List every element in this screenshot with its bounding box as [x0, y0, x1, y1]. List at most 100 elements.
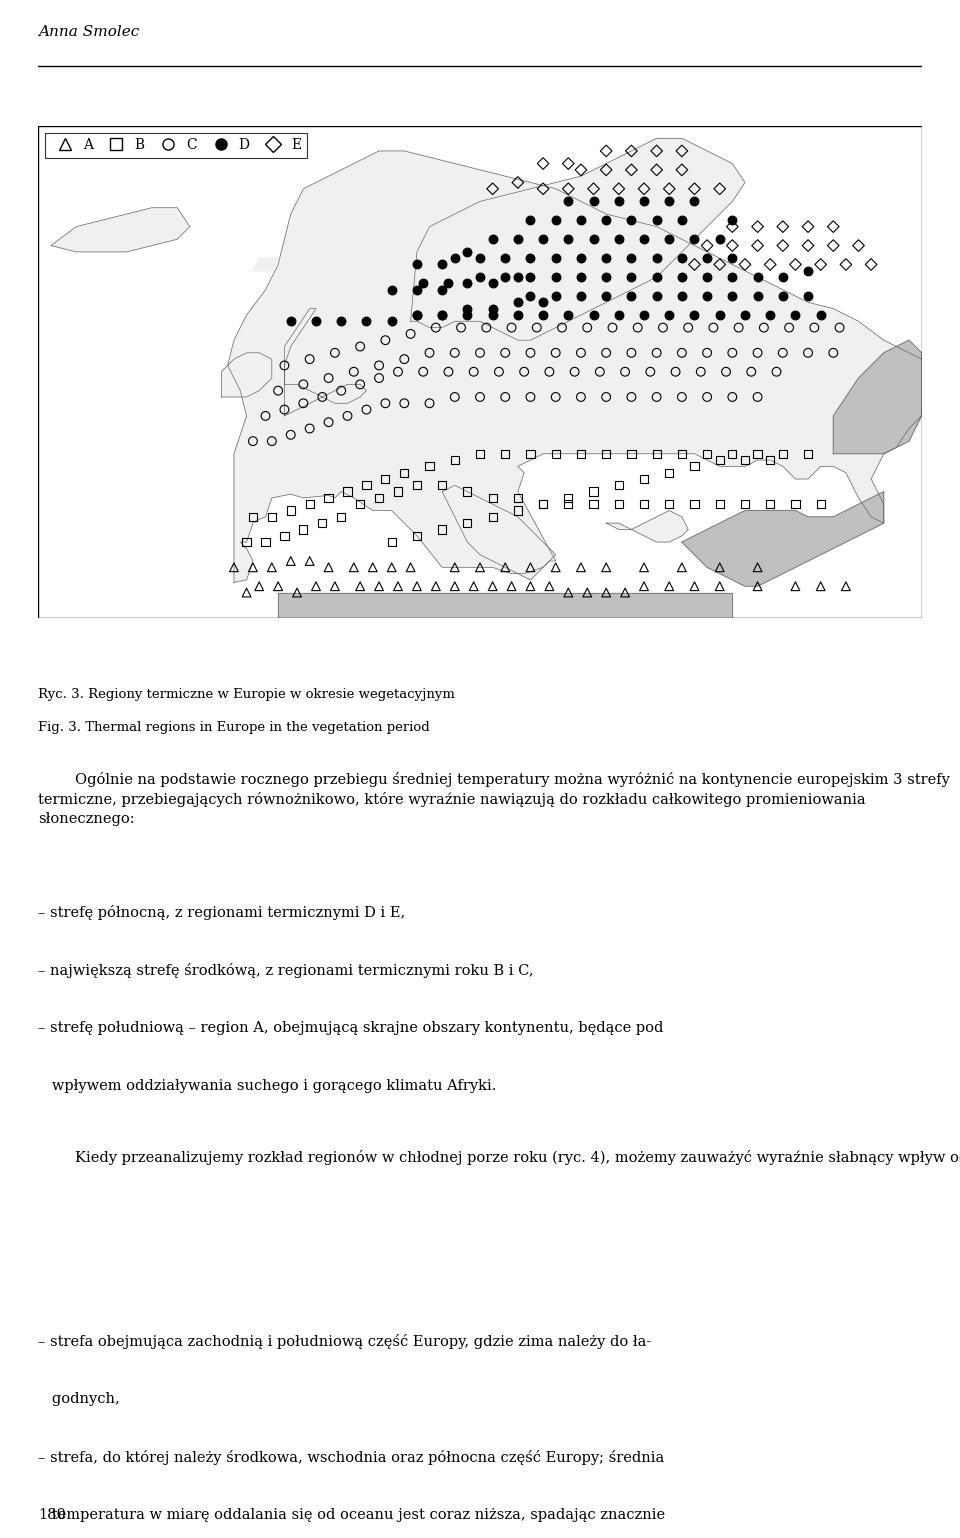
Point: [624, 246, 639, 271]
Point: [347, 555, 362, 580]
Point: [409, 252, 424, 277]
Point: [409, 523, 424, 548]
Point: [725, 246, 740, 271]
Point: [333, 504, 348, 529]
Point: [536, 228, 551, 252]
Point: [460, 297, 475, 321]
Point: [485, 297, 500, 321]
Point: [536, 492, 551, 517]
Point: [586, 177, 601, 201]
Point: [573, 340, 588, 365]
Point: [769, 360, 784, 384]
Point: [762, 252, 778, 277]
Point: [561, 228, 576, 252]
Point: [598, 265, 613, 289]
Polygon shape: [284, 309, 367, 415]
Point: [712, 303, 728, 328]
Point: [447, 384, 463, 409]
Point: [447, 574, 463, 598]
Point: [674, 208, 689, 232]
Point: [485, 177, 500, 201]
Point: [762, 303, 778, 328]
Point: [485, 486, 500, 511]
Point: [718, 360, 733, 384]
Point: [674, 157, 689, 181]
Point: [428, 574, 444, 598]
Point: [801, 258, 816, 283]
Point: [661, 303, 677, 328]
Point: [781, 315, 797, 340]
Point: [630, 315, 645, 340]
Point: [806, 315, 822, 340]
Point: [598, 138, 613, 163]
Point: [289, 580, 304, 604]
Polygon shape: [682, 492, 884, 586]
Point: [693, 360, 708, 384]
Point: [435, 277, 450, 301]
Point: [296, 391, 311, 415]
Point: [548, 283, 564, 308]
Point: [674, 246, 689, 271]
Point: [712, 574, 728, 598]
Point: [497, 246, 513, 271]
Point: [384, 277, 399, 301]
Text: Anna Smolec: Anna Smolec: [38, 25, 139, 40]
Point: [302, 492, 318, 517]
Point: [649, 138, 664, 163]
Point: [788, 303, 804, 328]
Point: [636, 574, 652, 598]
Point: [523, 246, 539, 271]
Point: [649, 208, 664, 232]
Polygon shape: [443, 486, 556, 580]
Point: [725, 340, 740, 365]
Point: [737, 492, 753, 517]
Point: [460, 480, 475, 504]
Point: [762, 492, 778, 517]
Point: [580, 580, 595, 604]
Point: [661, 492, 677, 517]
Text: wpływem oddziaływania suchego i gorącego klimatu Afryki.: wpływem oddziaływania suchego i gorącego…: [38, 1080, 496, 1094]
Point: [649, 384, 664, 409]
Point: [700, 340, 715, 365]
Point: [636, 189, 652, 214]
Point: [321, 486, 336, 511]
Point: [573, 157, 588, 181]
Point: [813, 252, 828, 277]
Point: [504, 574, 519, 598]
Point: [252, 574, 267, 598]
Point: [258, 529, 274, 554]
Point: [725, 283, 740, 308]
Point: [661, 189, 677, 214]
Point: [472, 441, 488, 466]
Point: [788, 252, 804, 277]
Point: [497, 265, 513, 289]
Point: [409, 277, 424, 301]
Polygon shape: [228, 151, 941, 583]
Point: [725, 208, 740, 232]
Point: [308, 309, 324, 334]
Point: [510, 171, 525, 195]
Point: [573, 283, 588, 308]
Point: [435, 517, 450, 541]
Point: [283, 498, 299, 523]
Point: [504, 315, 519, 340]
Point: [321, 555, 336, 580]
Text: Fig. 3. Thermal regions in Europe in the vegetation period: Fig. 3. Thermal regions in Europe in the…: [38, 721, 430, 734]
Point: [453, 315, 468, 340]
Point: [838, 574, 853, 598]
Point: [624, 340, 639, 365]
Point: [340, 403, 355, 428]
Point: [598, 555, 613, 580]
Point: [681, 315, 696, 340]
Point: [352, 334, 368, 358]
Point: [435, 252, 450, 277]
Point: [737, 252, 753, 277]
Point: [536, 492, 551, 517]
Point: [586, 228, 601, 252]
Point: [372, 486, 387, 511]
Point: [536, 151, 551, 175]
Point: [472, 340, 488, 365]
Point: [372, 366, 387, 391]
Point: [586, 492, 601, 517]
Point: [403, 555, 419, 580]
